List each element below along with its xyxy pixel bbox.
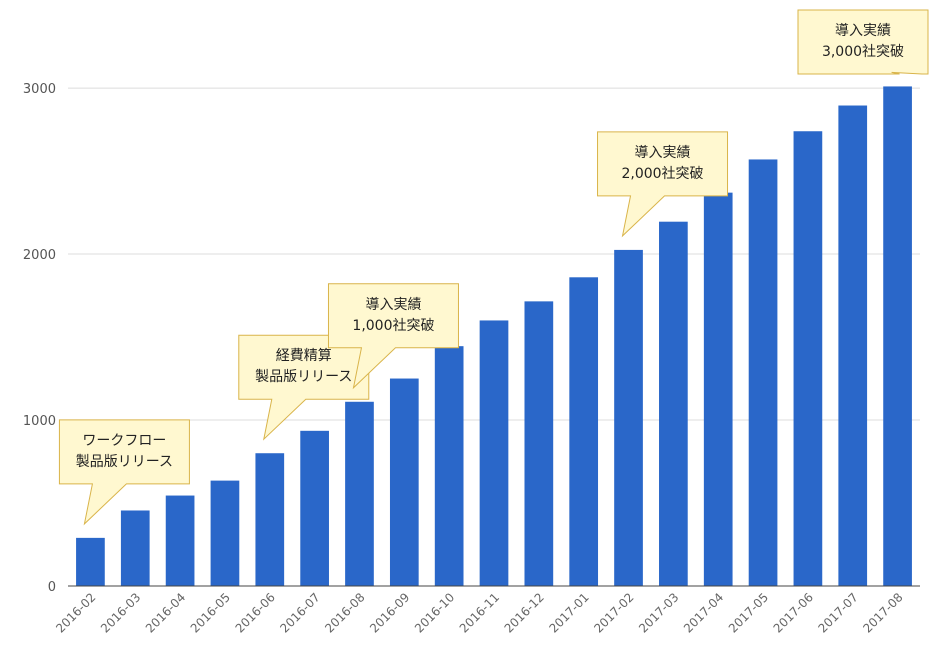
bar-2016-08 xyxy=(345,401,374,586)
bar-2016-10 xyxy=(434,346,464,586)
y-axis-ticks: 0 1000 2000 3000 xyxy=(23,82,56,595)
x-tick-label: 2016-10 xyxy=(412,590,457,635)
y-tick-label: 0 xyxy=(48,580,56,595)
x-axis-ticks: 2016-02 2016-03 2016-04 2016-05 2016-06 2016-… xyxy=(53,590,906,635)
bar-2017-02 xyxy=(614,249,643,586)
x-tick-label: 2016-04 xyxy=(143,590,188,635)
callout-text: 製品版リリース xyxy=(255,369,352,385)
y-tick-label: 1000 xyxy=(23,414,56,429)
callout-text: 経費精算 xyxy=(276,348,332,364)
callout-box xyxy=(797,9,929,75)
x-tick-label: 2016-09 xyxy=(367,590,412,635)
callout-text: 導入実績 xyxy=(365,297,421,313)
bar-2017-08 xyxy=(883,86,912,587)
bar-2016-12 xyxy=(524,301,554,586)
x-tick-label: 2017-05 xyxy=(726,590,771,635)
callout-box xyxy=(58,419,190,526)
bar-2017-07 xyxy=(838,105,868,586)
callout-2016-08: 導入実績 1,000社突破 xyxy=(327,283,459,390)
x-tick-label: 2016-08 xyxy=(322,590,367,635)
x-tick-label: 2017-01 xyxy=(546,590,591,635)
x-tick-label: 2017-08 xyxy=(860,590,905,635)
y-tick-label: 3000 xyxy=(23,82,56,97)
callout-text: 2,000社突破 xyxy=(621,166,703,182)
x-tick-label: 2016-03 xyxy=(98,590,143,635)
x-tick-label: 2017-04 xyxy=(681,590,726,635)
x-tick-label: 2016-07 xyxy=(277,590,322,635)
bar-2016-05 xyxy=(210,480,240,586)
callout-box xyxy=(597,131,729,238)
callout-box xyxy=(327,283,459,390)
bar-2017-05 xyxy=(748,159,778,586)
bar-2016-11 xyxy=(479,320,509,586)
x-tick-label: 2016-02 xyxy=(53,590,98,635)
bar-2017-04 xyxy=(703,192,733,586)
bar-2017-06 xyxy=(793,131,823,586)
x-tick-label: 2016-11 xyxy=(457,590,502,635)
callout-text: 3,000社突破 xyxy=(822,44,904,60)
x-tick-label: 2017-02 xyxy=(591,590,636,635)
x-tick-label: 2017-06 xyxy=(771,590,816,635)
callout-text: 製品版リリース xyxy=(76,454,173,470)
callout-2017-02: 導入実績 2,000社突破 xyxy=(597,131,729,238)
x-tick-label: 2017-07 xyxy=(816,590,861,635)
callout-text: ワークフロー xyxy=(82,433,166,449)
annotations: ワークフロー製品版リリース経費精算製品版リリース導入実績1,000社突破導入実績… xyxy=(58,9,929,526)
bar-2017-01 xyxy=(569,277,599,586)
bar-2017-03 xyxy=(659,221,688,586)
callout-2017-08: 導入実績 3,000社突破 xyxy=(797,9,929,75)
x-tick-label: 2016-06 xyxy=(233,590,278,635)
bar-2016-07 xyxy=(300,430,329,586)
y-tick-label: 2000 xyxy=(23,248,56,263)
x-tick-label: 2016-12 xyxy=(502,590,547,635)
bar-2016-04 xyxy=(165,495,195,586)
callout-text: 導入実績 xyxy=(635,145,691,161)
bar-2016-02 xyxy=(76,537,105,586)
bar-2016-09 xyxy=(389,378,419,586)
x-tick-label: 2017-03 xyxy=(636,590,681,635)
x-tick-label: 2016-05 xyxy=(188,590,233,635)
callout-text: 導入実績 xyxy=(835,23,891,39)
callout-text: 1,000社突破 xyxy=(352,318,434,334)
bar-series xyxy=(76,86,912,587)
bar-2016-03 xyxy=(120,510,150,586)
bar-2016-06 xyxy=(255,453,285,586)
